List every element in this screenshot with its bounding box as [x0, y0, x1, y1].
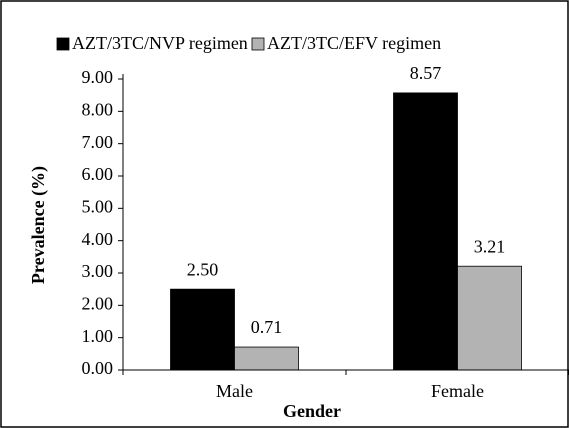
y-axis-label: Prevalence (%) [28, 166, 49, 284]
x-tick-label: Female [431, 381, 484, 401]
y-tick-label: 0.00 [82, 358, 114, 378]
y-tick-label: 3.00 [82, 261, 114, 281]
legend-swatch [56, 37, 70, 51]
bar [457, 265, 522, 371]
y-tick-label: 4.00 [82, 229, 114, 249]
bar [234, 346, 299, 371]
y-tick-label: 5.00 [82, 196, 114, 216]
y-tick-label: 6.00 [82, 164, 114, 184]
x-axis-label: Gender [283, 401, 341, 421]
value-label: 3.21 [474, 236, 506, 256]
x-tick-label: Male [216, 381, 253, 401]
value-label: 0.71 [251, 317, 283, 337]
value-label: 2.50 [187, 259, 219, 279]
y-tick-label: 2.00 [82, 293, 114, 313]
bar [393, 92, 458, 371]
value-label: 8.57 [410, 63, 442, 83]
legend-label: AZT/3TC/EFV regimen [267, 33, 441, 53]
legend-label: AZT/3TC/NVP regimen [72, 33, 248, 53]
y-tick-label: 9.00 [82, 67, 114, 87]
y-tick-label: 8.00 [82, 99, 114, 119]
legend-swatch [251, 37, 265, 51]
y-tick-label: 7.00 [82, 132, 114, 152]
bar [170, 288, 235, 371]
y-tick-label: 1.00 [82, 326, 114, 346]
